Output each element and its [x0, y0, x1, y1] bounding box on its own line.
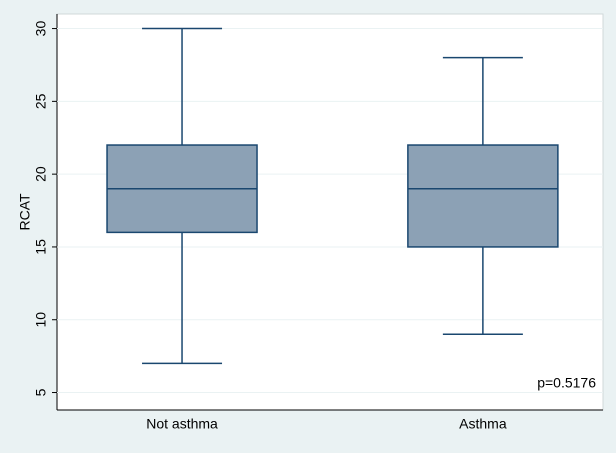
y-tick-label: 30 [33, 21, 49, 37]
y-tick-label: 15 [33, 239, 49, 255]
x-tick-label: Not asthma [146, 416, 218, 432]
annotation: p=0.5176 [537, 375, 596, 391]
y-axis-label: RCAT [17, 193, 33, 231]
box [407, 144, 559, 248]
y-tick-label: 20 [33, 166, 49, 182]
y-tick-label: 10 [33, 312, 49, 328]
x-tick-label: Asthma [459, 416, 507, 432]
y-tick-label: 25 [33, 93, 49, 109]
y-tick-label: 5 [33, 388, 49, 396]
